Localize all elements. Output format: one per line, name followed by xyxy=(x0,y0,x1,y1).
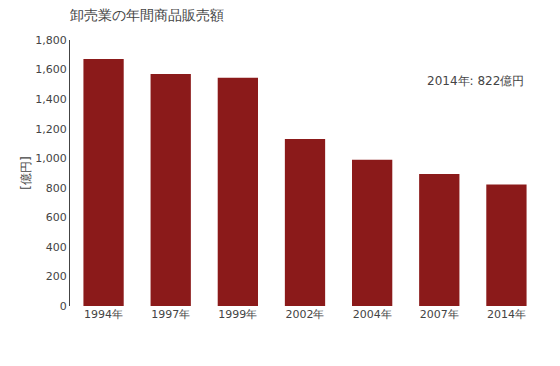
svg-text:800: 800 xyxy=(46,182,67,195)
svg-text:200: 200 xyxy=(46,270,67,283)
svg-text:2004年: 2004年 xyxy=(353,308,392,321)
svg-text:卸売業の年間商品販売額: 卸売業の年間商品販売額 xyxy=(70,7,224,23)
svg-text:[億円]: [億円] xyxy=(19,156,33,189)
svg-text:1,400: 1,400 xyxy=(35,93,67,106)
svg-text:2014年: 2014年 xyxy=(487,308,526,321)
svg-text:0: 0 xyxy=(60,300,67,313)
svg-text:400: 400 xyxy=(46,241,67,254)
svg-text:1,200: 1,200 xyxy=(35,123,67,136)
svg-text:2002年: 2002年 xyxy=(286,308,325,321)
svg-text:1999年: 1999年 xyxy=(218,308,257,321)
svg-text:1994年: 1994年 xyxy=(84,308,123,321)
svg-text:2007年: 2007年 xyxy=(420,308,459,321)
svg-text:1997年: 1997年 xyxy=(151,308,190,321)
svg-text:1,600: 1,600 xyxy=(35,63,67,76)
svg-text:1,000: 1,000 xyxy=(35,152,67,165)
svg-text:600: 600 xyxy=(46,211,67,224)
svg-text:1,800: 1,800 xyxy=(35,34,67,47)
svg-text:2014年: 822億円: 2014年: 822億円 xyxy=(427,74,524,88)
